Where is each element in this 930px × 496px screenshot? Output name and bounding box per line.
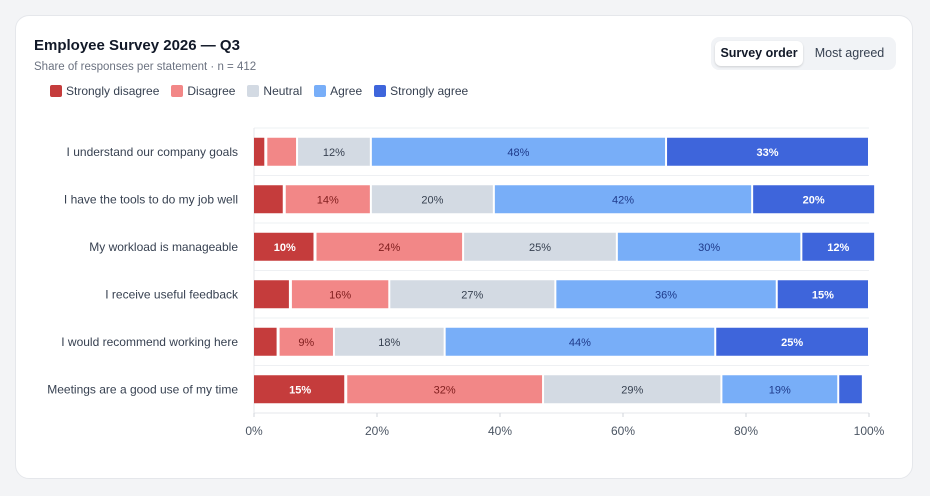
data-label: 12% (827, 242, 849, 254)
bar-segment-disagree (316, 232, 463, 261)
legend-item-strongly-agree[interactable]: Strongly agree (374, 84, 468, 98)
data-label: 29% (621, 384, 643, 396)
x-tick-label: 60% (611, 424, 635, 438)
data-label: 48% (507, 147, 529, 159)
x-tick-label: 80% (734, 424, 758, 438)
data-label: 9% (298, 337, 314, 349)
bar-segment-neutral (334, 327, 444, 356)
data-label: 32% (434, 384, 456, 396)
x-tick-label: 40% (488, 424, 512, 438)
bar-segment-strongly-disagree (254, 185, 283, 214)
category-label: Meetings are a good use of my time (47, 382, 238, 396)
data-label: 25% (529, 242, 551, 254)
sort-toggle: Survey order Most agreed (711, 37, 896, 70)
legend-swatch (171, 85, 184, 97)
data-label: 15% (812, 289, 834, 301)
legend-item-strongly-disagree[interactable]: Strongly disagree (50, 84, 159, 98)
data-label: 24% (378, 242, 400, 254)
data-label: 44% (569, 337, 591, 349)
bar-segment-strongly-agree (802, 232, 875, 261)
legend-item-agree[interactable]: Agree (314, 84, 362, 98)
data-label: 20% (421, 194, 443, 206)
bar-segment-strongly-agree (667, 137, 868, 166)
category-label: I receive useful feedback (105, 287, 239, 301)
bar-segment-agree (445, 327, 715, 356)
x-tick-label: 20% (365, 424, 389, 438)
category-label: My workload is manageable (89, 240, 238, 254)
data-label: 27% (461, 289, 483, 301)
bar-segment-strongly-agree (716, 327, 868, 356)
data-label: 33% (757, 147, 779, 159)
bar-segment-neutral (464, 232, 616, 261)
bar-segment-strongly-agree (839, 375, 862, 404)
bar-segment-agree (617, 232, 801, 261)
data-label: 15% (289, 384, 311, 396)
legend-item-neutral[interactable]: Neutral (247, 84, 302, 98)
legend-item-disagree[interactable]: Disagree (171, 84, 235, 98)
data-label: 18% (378, 337, 400, 349)
bar-segment-disagree (291, 280, 389, 309)
bar-segment-disagree (285, 185, 370, 214)
data-label: 30% (698, 242, 720, 254)
bar-segment-neutral (544, 375, 721, 404)
data-label: 19% (769, 384, 791, 396)
category-label: I would recommend working here (61, 335, 238, 349)
category-label: I have the tools to do my job well (64, 192, 238, 206)
bar-segment-agree (371, 137, 666, 166)
chart-legend: Strongly disagree Disagree Neutral Agree… (50, 84, 480, 98)
bar-segment-neutral (390, 280, 555, 309)
bar-segment-strongly-disagree (254, 327, 277, 356)
chart-title: Employee Survey 2026 — Q3 (34, 37, 240, 54)
legend-swatch (314, 85, 327, 97)
bar-segment-disagree (267, 137, 297, 166)
x-tick-label: 100% (854, 424, 885, 438)
bar-segment-strongly-disagree (254, 375, 345, 404)
survey-order-button[interactable]: Survey order (715, 41, 803, 66)
category-label: I understand our company goals (67, 145, 238, 159)
legend-label: Neutral (263, 84, 303, 98)
data-label: 25% (781, 337, 803, 349)
data-label: 10% (274, 242, 296, 254)
data-label: 12% (323, 147, 345, 159)
data-label: 42% (612, 194, 634, 206)
bar-segment-strongly-agree (753, 185, 875, 214)
bar-segment-agree (556, 280, 776, 309)
data-label: 16% (329, 289, 351, 301)
bar-segment-strongly-agree (777, 280, 868, 309)
legend-label: Strongly agree (390, 84, 469, 98)
bar-segment-disagree (347, 375, 543, 404)
bar-segment-agree (722, 375, 838, 404)
most-agreed-button[interactable]: Most agreed (814, 46, 885, 60)
legend-swatch (50, 85, 62, 97)
bar-segment-disagree (279, 327, 333, 356)
bar-segment-neutral (298, 137, 370, 166)
data-label: 20% (803, 194, 825, 206)
bar-segment-agree (494, 185, 752, 214)
bar-segment-strongly-disagree (254, 232, 314, 261)
data-label: 14% (317, 194, 339, 206)
bar-segment-neutral (371, 185, 493, 214)
legend-label: Agree (330, 84, 363, 98)
legend-swatch (374, 85, 387, 97)
legend-label: Strongly disagree (66, 84, 160, 98)
bar-segment-strongly-disagree (254, 280, 289, 309)
x-tick-label: 0% (245, 424, 263, 438)
chart-subtitle: Share of responses per statement · n = 4… (34, 61, 257, 73)
data-label: 36% (655, 289, 677, 301)
bar-segment-strongly-disagree (254, 137, 265, 166)
legend-swatch (247, 85, 260, 97)
legend-label: Disagree (187, 84, 236, 98)
